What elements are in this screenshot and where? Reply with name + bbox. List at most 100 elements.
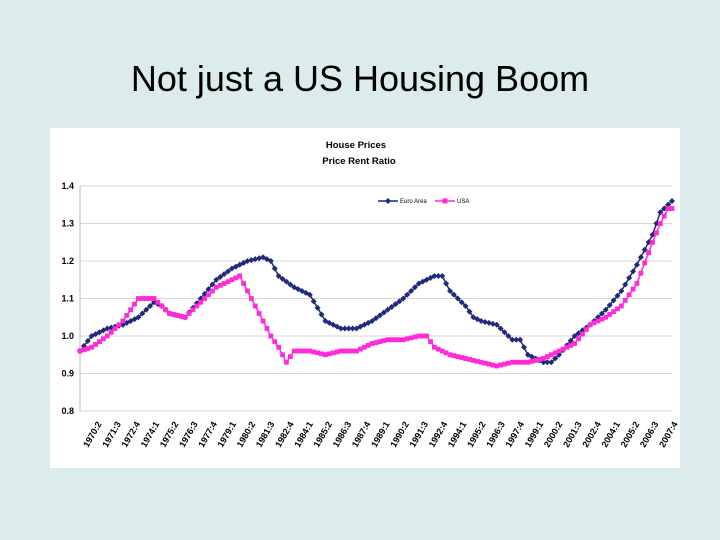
data-point <box>498 362 504 368</box>
data-point <box>396 337 402 343</box>
data-point <box>159 303 165 309</box>
data-point <box>217 282 223 288</box>
data-point <box>486 361 492 367</box>
data-point <box>576 336 581 342</box>
data-point <box>439 348 445 354</box>
data-point <box>349 325 356 332</box>
data-point <box>373 315 379 322</box>
data-point <box>665 206 671 211</box>
data-point <box>501 329 508 336</box>
data-point <box>494 363 500 369</box>
y-tick-label: 0.8 <box>61 406 74 416</box>
data-point <box>322 352 328 358</box>
data-point <box>506 360 511 366</box>
data-point <box>124 312 130 318</box>
data-point <box>517 336 524 343</box>
data-point <box>638 270 644 276</box>
data-point <box>132 301 137 307</box>
data-point <box>182 314 188 320</box>
data-point <box>392 301 399 308</box>
data-point <box>544 354 550 360</box>
data-point <box>474 358 480 364</box>
data-point <box>416 333 422 339</box>
series-line <box>79 200 673 364</box>
data-point <box>136 296 141 301</box>
y-tick-label: 1.0 <box>61 331 74 341</box>
data-point <box>85 346 91 351</box>
data-point <box>572 341 578 346</box>
data-point <box>564 344 570 350</box>
data-point <box>603 314 609 320</box>
data-point <box>287 281 294 288</box>
data-point <box>606 302 613 309</box>
data-point <box>541 356 546 361</box>
data-point <box>155 299 161 305</box>
data-point <box>279 275 286 282</box>
data-point <box>626 292 632 298</box>
data-point <box>89 344 95 350</box>
data-point <box>537 357 542 362</box>
data-point <box>610 297 617 304</box>
data-point <box>120 318 126 324</box>
data-point <box>400 337 406 343</box>
data-point <box>524 351 531 358</box>
data-point <box>260 318 266 324</box>
data-point <box>432 344 437 350</box>
data-point <box>84 338 91 344</box>
data-point <box>583 327 589 332</box>
data-point <box>611 309 616 315</box>
data-point <box>342 348 348 354</box>
data-point <box>77 348 83 354</box>
data-point <box>241 281 246 286</box>
data-point <box>509 359 515 365</box>
data-point <box>599 316 605 322</box>
data-point <box>478 359 484 365</box>
chart-title: House Prices <box>326 140 386 151</box>
y-tick-label: 1.2 <box>61 256 74 266</box>
data-point <box>376 312 383 319</box>
data-point <box>380 309 387 316</box>
data-point <box>428 339 433 345</box>
data-point <box>81 347 87 353</box>
data-point <box>455 354 461 360</box>
data-point <box>618 288 625 294</box>
data-point <box>525 359 531 365</box>
data-point <box>517 359 523 365</box>
data-point <box>657 221 663 226</box>
data-point <box>147 296 153 301</box>
data-point <box>669 206 675 211</box>
data-point <box>213 284 219 290</box>
data-point <box>202 296 208 301</box>
data-point <box>128 307 134 313</box>
data-point <box>591 320 597 326</box>
data-point <box>256 311 262 316</box>
data-point <box>275 273 282 279</box>
data-point <box>213 276 220 283</box>
data-point <box>237 273 243 279</box>
data-point <box>654 230 659 236</box>
x-axis-ticks: 1970:21971:31972:41974:11975:21976:31977… <box>81 420 680 449</box>
data-point <box>431 273 438 279</box>
data-point <box>595 318 601 324</box>
data-point <box>393 337 398 343</box>
data-point <box>443 280 450 287</box>
data-point <box>443 350 449 356</box>
data-point <box>186 311 192 316</box>
data-point <box>272 339 278 345</box>
y-tick-label: 1.1 <box>61 294 74 304</box>
data-point <box>580 331 585 337</box>
data-point <box>206 292 211 298</box>
data-point <box>112 326 118 331</box>
data-point <box>505 333 512 339</box>
data-point <box>267 258 274 264</box>
data-point <box>143 306 150 313</box>
data-point <box>615 306 620 312</box>
data-point <box>404 291 411 298</box>
data-point <box>291 348 297 354</box>
data-point <box>435 273 442 279</box>
data-point <box>637 254 644 261</box>
data-point <box>314 304 321 311</box>
data-point <box>233 275 239 281</box>
data-point <box>556 348 562 354</box>
data-point <box>264 326 270 331</box>
